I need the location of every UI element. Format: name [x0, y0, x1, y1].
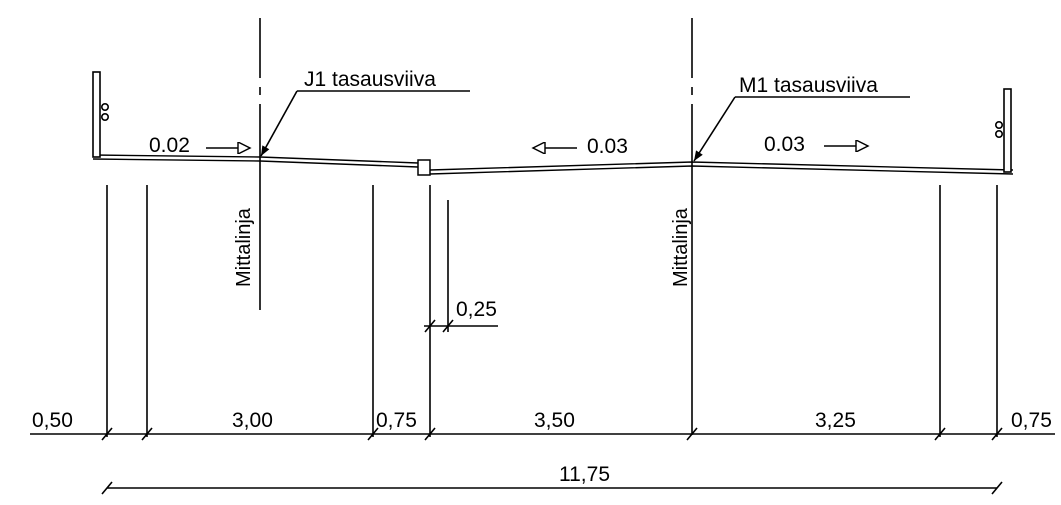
slope-left: 0.02	[149, 134, 190, 157]
dimension-5: 0,75	[1011, 409, 1052, 432]
dimension-1: 3,00	[232, 409, 273, 432]
right-post	[994, 88, 1012, 173]
dimension-3: 3,50	[534, 409, 575, 432]
curb-stone	[417, 159, 431, 176]
extension-lines	[106, 185, 998, 437]
offset-dimension	[424, 319, 498, 333]
dimension-2: 0,75	[376, 409, 417, 432]
slope-middle: 0.03	[587, 135, 628, 158]
leader-m1	[693, 96, 736, 162]
road-surface	[92, 154, 1014, 175]
leader-j1	[260, 90, 298, 157]
centerline-label-left: Mittalinja	[233, 207, 255, 287]
label-m1-profile: M1 tasausviiva	[739, 74, 878, 97]
dimension-4: 3,25	[815, 409, 856, 432]
label-j1-profile: J1 tasausviiva	[304, 68, 436, 91]
slope-arrows	[206, 146, 868, 148]
left-post	[92, 71, 110, 158]
centerline-label-right: Mittalinja	[670, 207, 692, 287]
total-dimension-line	[101, 481, 1003, 495]
dimension-total: 11,75	[559, 463, 610, 486]
dimension-line	[30, 427, 1055, 441]
slope-right: 0.03	[764, 133, 805, 156]
dimension-0: 0,50	[32, 409, 73, 432]
offset-label: 0,25	[456, 298, 497, 321]
leader-lines	[260, 90, 910, 162]
